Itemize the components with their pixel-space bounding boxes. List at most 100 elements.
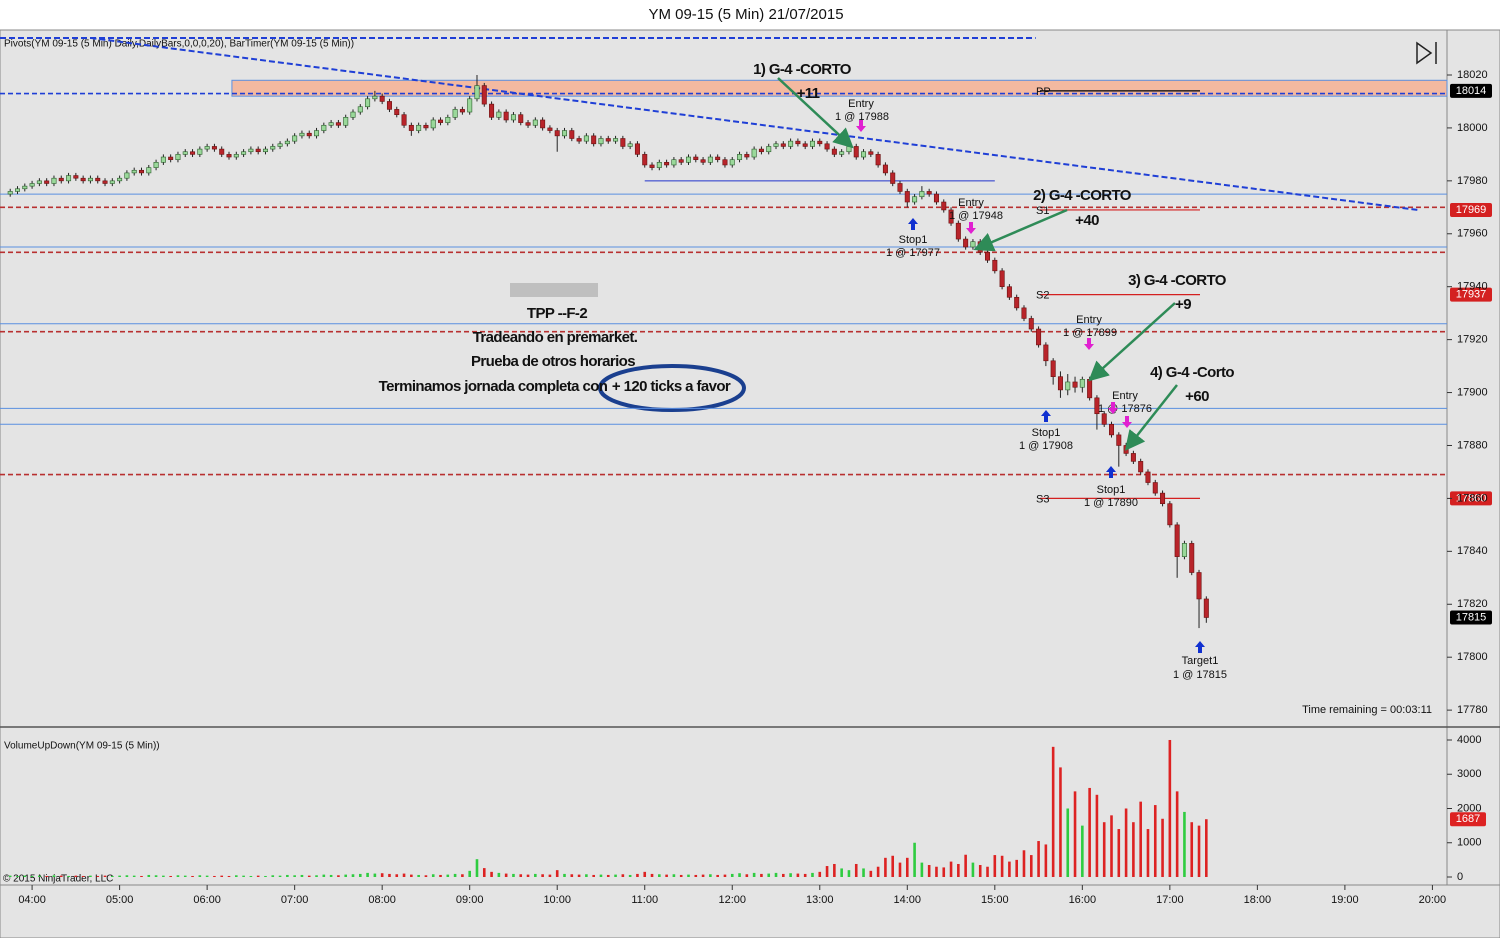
volume-bar [424,875,428,877]
y-tick-label: 4000 [1457,734,1481,746]
volume-bar [884,857,887,877]
volume-bar [1168,739,1172,877]
pivot-name: S1 [1036,205,1049,217]
entry-arrow [966,222,976,234]
volume-bar [191,875,194,877]
stop-arrow [908,218,918,230]
candle-body [620,138,626,147]
candle-body [912,196,918,203]
annotation: Entry [958,197,984,209]
volume-bar [388,873,391,877]
volume-bar [1124,808,1128,877]
volume-bar [519,874,523,877]
candle-body [270,146,276,150]
candle-body [890,172,896,184]
time-axis [0,884,1500,938]
candle-body [204,146,210,150]
pivot-name: PP [1036,86,1051,98]
candle-body [868,151,874,155]
price-marker-label: 17937 [1456,289,1487,301]
candle-body [438,119,444,123]
volume-bar [205,875,209,877]
candle-body [1160,492,1166,505]
candle-body [1043,344,1049,362]
volume-bar [577,874,581,877]
candle-body [262,148,268,153]
candle-body [576,138,582,142]
volume-bar [534,873,537,877]
annotation: 1 @ 17977 [886,247,940,259]
volume-bar [220,875,224,877]
candle-body [569,130,575,139]
candle-body [933,193,939,203]
candle-body [963,238,969,248]
candle-body [1028,318,1034,330]
volume-bar [1132,822,1135,877]
volume-bar [811,872,814,877]
volume-bar [1183,811,1186,877]
candle-body [831,148,837,155]
annotation: 3) G-4 -CORTO [1128,272,1227,289]
candle-body [678,159,684,163]
volume-bar [760,873,763,877]
volume-bar [293,875,296,877]
pointer-arrow [777,77,854,149]
highlight-ellipse [598,364,746,412]
candle-body [109,180,115,184]
candle-body [751,148,757,158]
scroll-end-icon [1416,41,1437,65]
entry-arrow [1122,416,1132,428]
volume-bar [1081,825,1084,877]
indicator-label: VolumeUpDown(YM 09-15 (5 Min)) [4,741,160,752]
x-tick-label: 08:00 [368,894,396,906]
volume-bar [1205,819,1208,877]
x-tick-label: 12:00 [718,894,746,906]
candle-body [292,135,298,142]
y-tick-label: 17980 [1457,175,1488,187]
y-tick-label: 1000 [1457,837,1481,849]
volume-bar [1044,844,1048,877]
volume-bar [278,875,282,877]
candle-body [1014,296,1020,309]
candle-body [766,146,772,153]
annotation: Stop1 [899,234,928,246]
candle-body [408,124,414,131]
annotation: 1) G-4 -CORTO [753,61,852,78]
volume-bar [752,872,756,877]
candle-body [518,114,524,123]
volume-bar [672,874,676,877]
volume-bar [789,873,792,877]
volume-bar [723,874,727,877]
candle-body [1116,434,1122,446]
candle-body [882,164,888,174]
annotation: TPP --F-2 [527,305,587,322]
candle-body [299,132,305,137]
volume-bar [1175,791,1179,877]
volume-bar [592,874,595,877]
volume-bar [67,875,70,877]
volume-bar [1073,791,1077,877]
candle-body [1087,379,1093,399]
volume-bar [490,871,493,877]
volume-bar [803,873,807,877]
y-tick-label: 17820 [1457,598,1488,610]
volume-bar [140,875,143,877]
volume-bar [453,873,457,877]
candle-body [875,154,881,166]
candle-body [452,109,458,118]
candle-body [197,148,203,155]
x-tick-label: 14:00 [894,894,922,906]
x-tick-label: 06:00 [193,894,221,906]
volume-bar [162,875,165,877]
volume-bar [344,874,348,877]
volume-bar [497,872,501,877]
volume-bar [774,872,778,877]
candle-body [1130,453,1136,462]
x-tick-label: 20:00 [1419,894,1447,906]
volume-bar [1066,808,1070,877]
y-tick-label: 2000 [1457,802,1481,814]
candle-body [138,169,144,174]
candle-body [1050,360,1056,377]
volume-bar [431,874,435,877]
candle-body [343,117,349,126]
